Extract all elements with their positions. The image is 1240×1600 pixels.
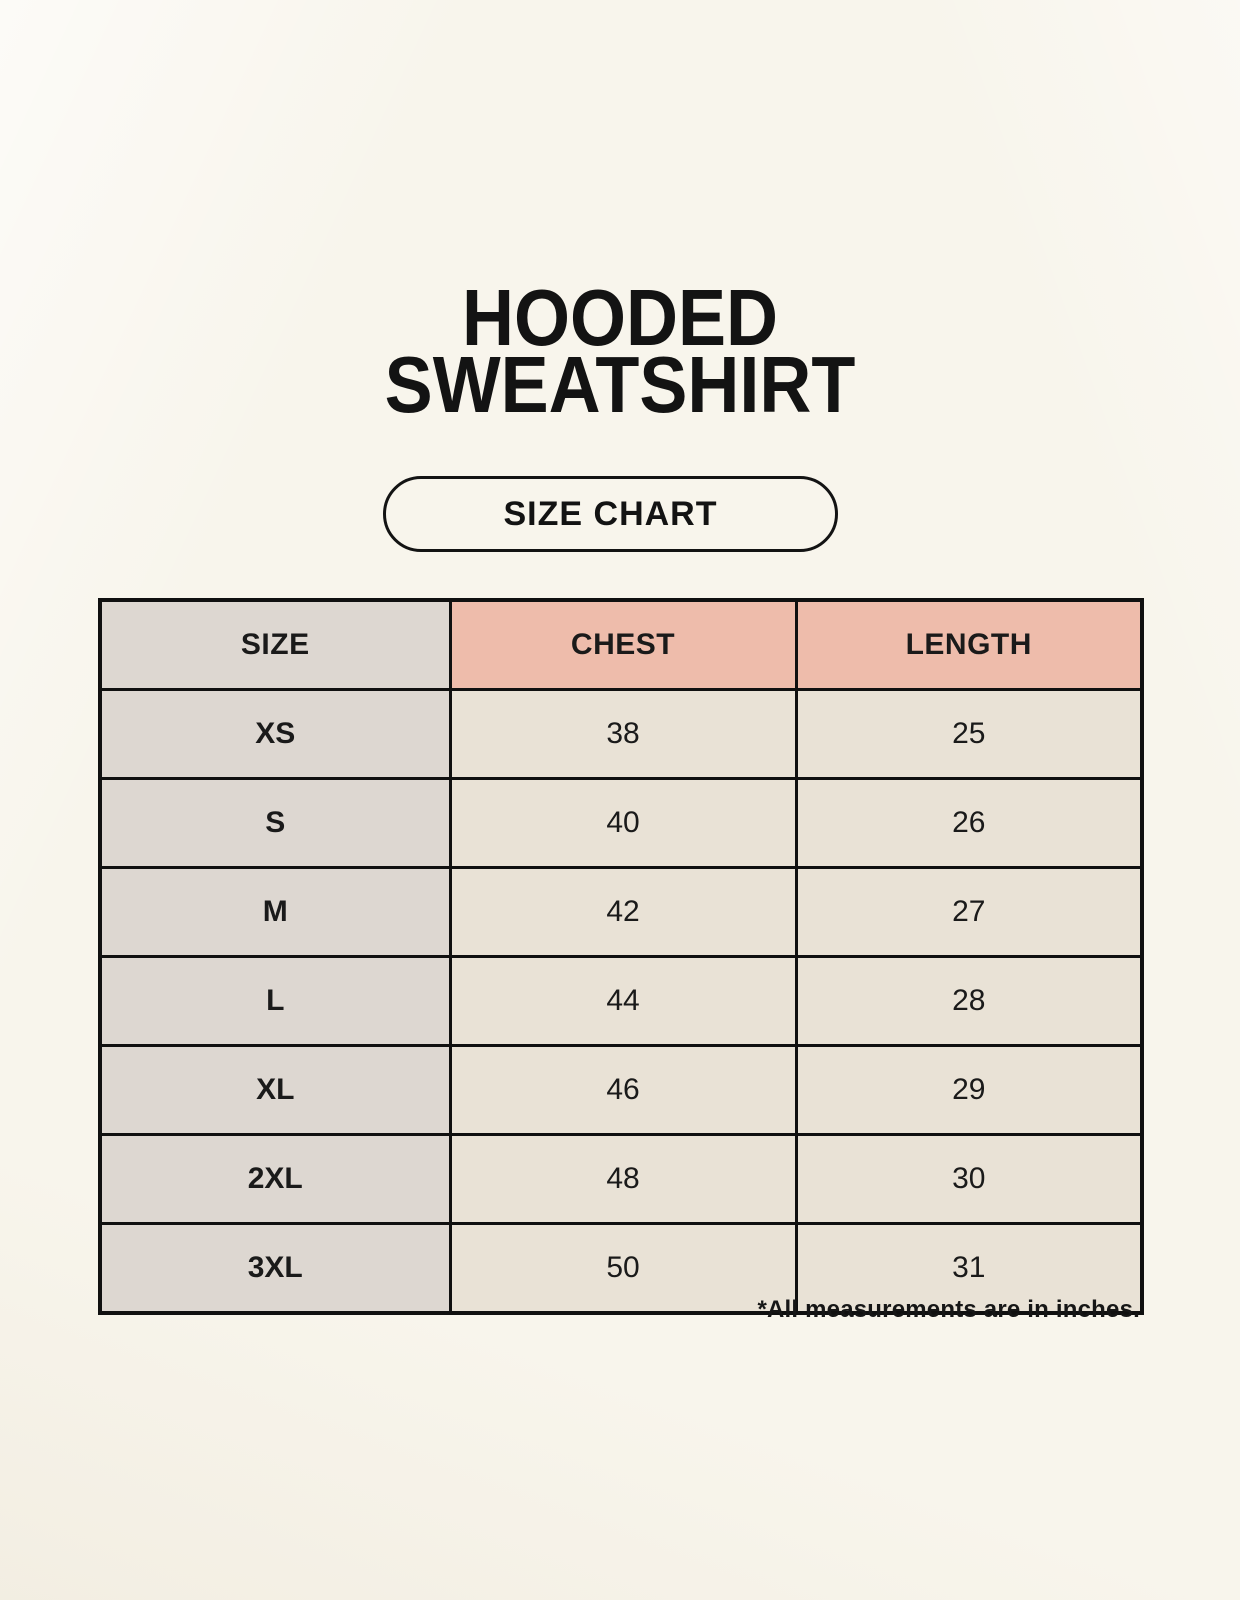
- length-value-cell: 29: [794, 1044, 1144, 1136]
- size-label-cell: S: [98, 777, 452, 869]
- table-row: 2XL 48 30: [98, 1133, 1144, 1225]
- length-value-cell: 28: [794, 955, 1144, 1047]
- length-value-cell: 30: [794, 1133, 1144, 1225]
- length-value-cell: 31: [794, 1222, 1144, 1315]
- page-title-line2: SWEATSHIRT: [384, 340, 856, 429]
- size-label-cell: M: [98, 866, 452, 958]
- chest-value-cell: 40: [448, 777, 798, 869]
- table-row: S 40 26: [98, 777, 1144, 869]
- page-title-line1: HOODED: [461, 273, 779, 362]
- length-value-cell: 25: [794, 688, 1144, 780]
- size-chart-button-label: SIZE CHART: [503, 494, 718, 533]
- measurements-note: *All measurements are in inches.: [757, 1296, 1140, 1323]
- length-value-cell: 26: [794, 777, 1144, 869]
- length-value-cell: 27: [794, 866, 1144, 958]
- size-label-cell: 2XL: [98, 1133, 452, 1225]
- table-row: XL 46 29: [98, 1044, 1144, 1136]
- size-table: SIZE CHEST LENGTH XS 38 25 S 40 26 M 42 …: [98, 598, 1144, 1315]
- page-title: HOODED SWEATSHIRT: [62, 273, 1178, 429]
- table-row: XS 38 25: [98, 688, 1144, 780]
- table-row: L 44 28: [98, 955, 1144, 1047]
- size-chart-button[interactable]: SIZE CHART: [383, 476, 838, 552]
- size-label-cell: XL: [98, 1044, 452, 1136]
- size-label-cell: XS: [98, 688, 452, 780]
- chest-value-cell: 46: [448, 1044, 798, 1136]
- chest-value-cell: 50: [448, 1222, 798, 1315]
- table-row: M 42 27: [98, 866, 1144, 958]
- column-header-chest: CHEST: [448, 598, 798, 691]
- table-row: 3XL 50 31: [98, 1222, 1144, 1315]
- size-label-cell: 3XL: [98, 1222, 452, 1315]
- chest-value-cell: 48: [448, 1133, 798, 1225]
- column-header-length: LENGTH: [794, 598, 1144, 691]
- column-header-size: SIZE: [98, 598, 452, 691]
- chest-value-cell: 44: [448, 955, 798, 1047]
- size-label-cell: L: [98, 955, 452, 1047]
- chest-value-cell: 38: [448, 688, 798, 780]
- chest-value-cell: 42: [448, 866, 798, 958]
- table-header-row: SIZE CHEST LENGTH: [98, 598, 1144, 691]
